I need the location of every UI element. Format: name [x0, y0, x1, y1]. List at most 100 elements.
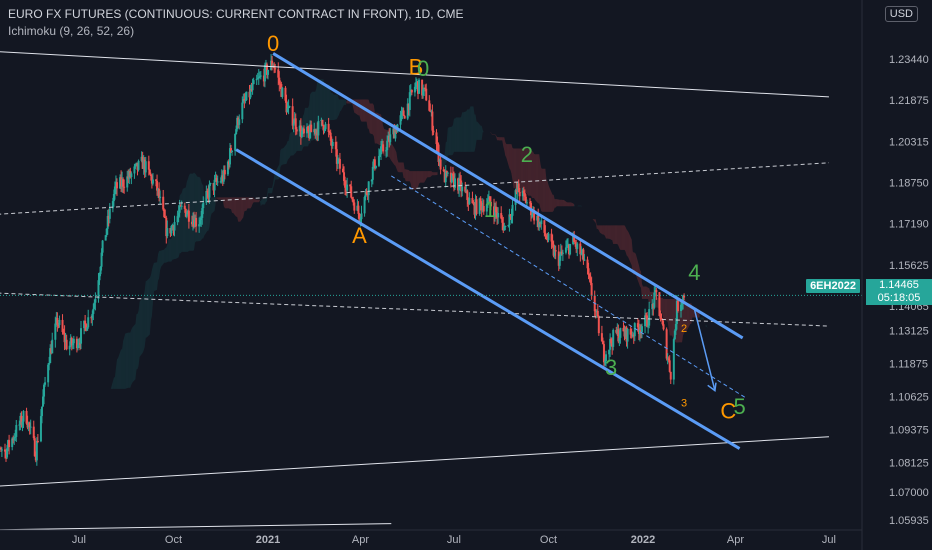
candle-body	[493, 206, 496, 217]
candle-body	[597, 316, 600, 334]
candle-body	[626, 328, 629, 342]
candle-body	[12, 438, 15, 441]
cloud-segment	[627, 230, 629, 259]
cloud-segment	[405, 169, 409, 182]
wave-label: C	[720, 398, 736, 423]
cloud-segment	[160, 250, 162, 271]
cloud-segment	[261, 199, 265, 205]
candle-body	[120, 177, 123, 187]
candle-body	[480, 202, 483, 211]
candle-body	[54, 323, 57, 340]
cloud-segment	[525, 148, 527, 194]
candle-body	[459, 178, 462, 181]
cloud-segment	[151, 265, 153, 316]
cloud-segment	[707, 329, 711, 336]
cloud-segment	[362, 99, 366, 122]
candle-body	[602, 344, 605, 363]
cloud-segment	[325, 84, 327, 126]
cloud-segment	[597, 225, 599, 231]
candle-body	[285, 100, 288, 113]
cloud-segment	[165, 247, 167, 263]
candle-body	[645, 315, 648, 317]
cloud-segment	[274, 171, 276, 185]
candle-body	[236, 117, 239, 130]
candle-body	[466, 190, 469, 201]
time-tick: Jul	[447, 534, 461, 546]
candle-body	[215, 178, 218, 182]
cloud-segment	[497, 137, 499, 141]
candle-body	[177, 212, 180, 217]
candle-body	[572, 235, 575, 244]
candle-body	[393, 128, 396, 139]
candle-body	[150, 176, 153, 184]
cloud-segment	[152, 262, 154, 303]
candle-body	[605, 354, 608, 361]
cloud-segment	[613, 225, 615, 244]
cloud-segment	[639, 269, 641, 288]
candle-body	[545, 235, 548, 239]
candle-body	[503, 226, 506, 231]
candle-body	[346, 184, 349, 191]
candle-body	[601, 341, 604, 345]
candle-body	[528, 202, 531, 204]
candle-body	[55, 318, 58, 324]
cloud-segment	[430, 171, 432, 178]
candle-body	[381, 144, 384, 147]
candle-body	[26, 423, 29, 428]
candle-body	[400, 111, 403, 116]
candle-body	[673, 330, 676, 340]
candle-body	[230, 148, 233, 153]
candle-body	[3, 449, 6, 452]
cloud-segment	[598, 225, 600, 233]
candle-body	[49, 348, 52, 363]
candle-body	[579, 243, 582, 255]
cloud-segment	[153, 262, 158, 292]
candle-body	[559, 251, 562, 257]
candle-body	[50, 348, 53, 354]
candle-body	[216, 181, 219, 183]
candle-body	[395, 128, 398, 133]
wave-label: 3	[605, 355, 617, 380]
candle-body	[662, 324, 665, 330]
cloud-segment	[684, 298, 686, 333]
candle-body	[178, 205, 181, 213]
cloud-segment	[236, 197, 238, 217]
cloud-segment	[166, 244, 168, 263]
cloud-segment	[394, 147, 396, 166]
candle-body	[668, 360, 671, 372]
candle-body	[13, 437, 16, 441]
cloud-segment	[473, 106, 475, 152]
cloud-segment	[228, 197, 230, 210]
candle-body	[495, 206, 498, 213]
price-axis: 1.23440 1.21875 1.20315 1.18750 1.17190 1.156…	[861, 0, 929, 550]
candle-body	[209, 183, 212, 185]
candle-body	[458, 178, 461, 191]
cloud-segment	[337, 95, 339, 117]
indicator-label[interactable]: Ichimoku (9, 26, 52, 26)	[8, 24, 135, 38]
cloud-segment	[606, 225, 608, 239]
cloud-segment	[373, 105, 375, 144]
cloud-segment	[581, 205, 583, 209]
cloud-segment	[150, 269, 152, 321]
cloud-segment	[548, 184, 550, 212]
cloud-segment	[279, 150, 281, 179]
cloud-segment	[563, 199, 567, 207]
candle-body	[389, 134, 392, 143]
currency-button[interactable]: USD	[884, 6, 918, 22]
candle-body	[644, 315, 647, 327]
candle-body	[467, 200, 470, 205]
cloud-segment	[614, 225, 618, 244]
cloud-segment	[257, 199, 259, 203]
candle-body	[378, 154, 381, 157]
candle-body	[315, 129, 318, 134]
wave-label: 2	[681, 323, 687, 335]
cloud-segment	[434, 172, 438, 176]
candle-body	[569, 243, 572, 255]
time-tick: Oct	[165, 534, 182, 546]
cloud-segment	[193, 172, 195, 251]
candle-body	[553, 250, 556, 256]
candle-body	[567, 244, 569, 246]
candle-body	[615, 330, 618, 333]
cloud-segment	[167, 239, 169, 263]
